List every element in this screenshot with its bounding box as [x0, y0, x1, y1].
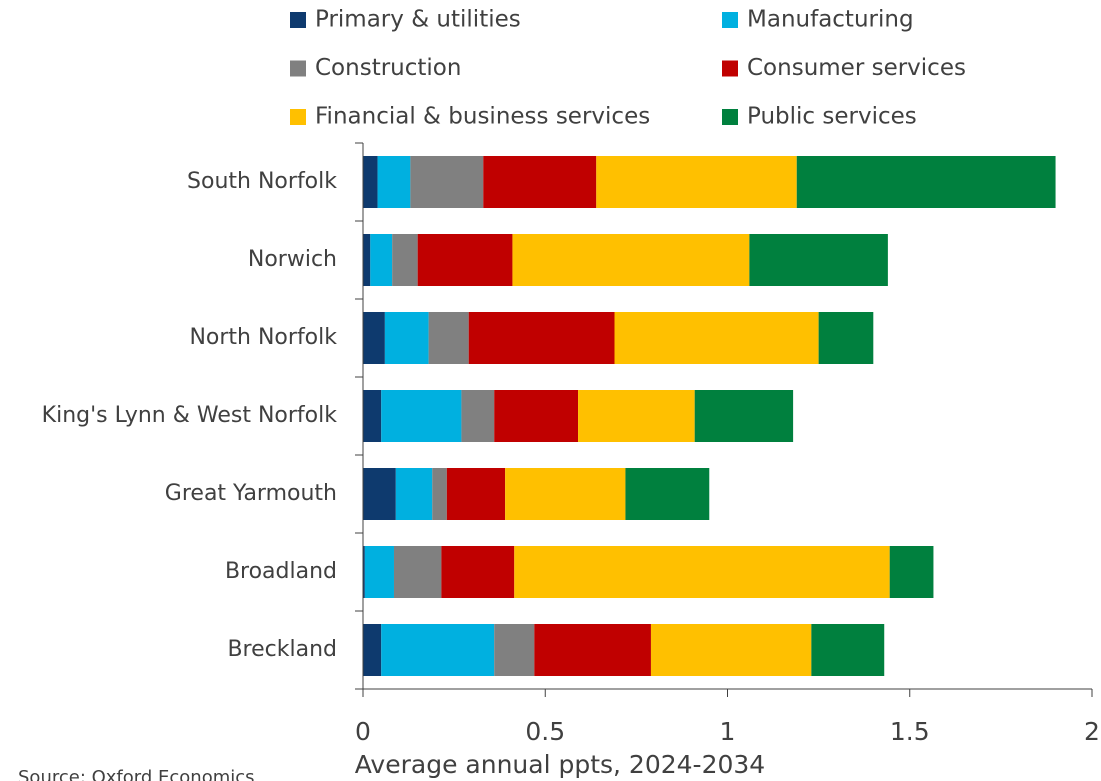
- y-tick-label: South Norfolk: [187, 169, 337, 194]
- bar-segment: [483, 156, 597, 208]
- x-tick-label: 1: [720, 717, 736, 746]
- bar-segment: [381, 390, 462, 442]
- legend-label: Consumer services: [747, 55, 966, 81]
- x-tick-label: 0: [355, 717, 371, 746]
- bar-segment: [749, 234, 888, 286]
- legend-label: Construction: [315, 55, 461, 81]
- x-axis-label: Average annual ppts, 2024-2034: [355, 750, 765, 779]
- bar-segment: [694, 390, 794, 442]
- bar-segment: [534, 624, 651, 676]
- bar-segment: [468, 312, 615, 364]
- bar-segment: [363, 624, 382, 676]
- y-tick-label: North Norfolk: [189, 325, 337, 350]
- legend-label: Public services: [747, 104, 917, 130]
- bar-segment: [811, 624, 885, 676]
- bar-segment: [417, 234, 513, 286]
- bar-segment: [446, 468, 506, 520]
- bar-segment: [889, 546, 934, 598]
- bar-segment: [410, 156, 484, 208]
- bar-segment: [395, 468, 433, 520]
- bar-segment: [377, 156, 411, 208]
- legend-swatch: [722, 60, 738, 77]
- bar-segment: [428, 312, 469, 364]
- bar-segment: [461, 390, 495, 442]
- bar-segment: [384, 312, 429, 364]
- bar-segment: [363, 156, 378, 208]
- bar-segment: [364, 546, 394, 598]
- y-tick-label: Broadland: [225, 559, 337, 584]
- y-tick-label: Breckland: [227, 637, 337, 662]
- y-tick-label: Great Yarmouth: [165, 481, 337, 506]
- bar-segment: [393, 546, 442, 598]
- bar-segment: [370, 234, 393, 286]
- bar-segment: [363, 390, 382, 442]
- legend-label: Primary & utilities: [315, 7, 521, 33]
- legend-label: Manufacturing: [747, 7, 914, 33]
- bar-segment: [505, 468, 626, 520]
- bar-segment: [818, 312, 874, 364]
- bar-segment: [796, 156, 1056, 208]
- bar-segment: [625, 468, 710, 520]
- bar-segment: [363, 546, 365, 598]
- bar-segment: [596, 156, 797, 208]
- bar-segment: [494, 390, 579, 442]
- bar-segment: [514, 546, 890, 598]
- y-tick-label: King's Lynn & West Norfolk: [42, 403, 338, 428]
- legend-label: Financial & business services: [315, 104, 650, 130]
- legend-swatch: [290, 109, 306, 125]
- legend-swatch: [290, 60, 306, 77]
- bar-segment: [614, 312, 819, 364]
- bar-segment: [650, 624, 812, 676]
- bar-segment: [432, 468, 447, 520]
- bar-segment: [392, 234, 418, 286]
- legend-swatch: [722, 12, 738, 28]
- bar-segment: [578, 390, 695, 442]
- bar-segment: [363, 234, 371, 286]
- x-tick-label: 1.5: [890, 717, 930, 746]
- bar-segment: [441, 546, 515, 598]
- x-tick-label: 0.5: [525, 717, 565, 746]
- x-tick-label: 2: [1084, 717, 1100, 746]
- legend-swatch: [290, 12, 306, 28]
- bar-segment: [363, 468, 396, 520]
- y-tick-label: Norwich: [248, 247, 337, 272]
- bar-segment: [512, 234, 750, 286]
- bar-segment: [494, 624, 535, 676]
- source: Source: Oxford Economics: [18, 767, 255, 781]
- bar-segment: [363, 312, 385, 364]
- legend-swatch: [722, 109, 738, 125]
- bar-segment: [381, 624, 495, 676]
